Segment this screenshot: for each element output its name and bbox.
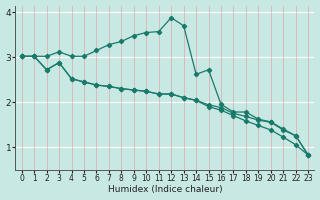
X-axis label: Humidex (Indice chaleur): Humidex (Indice chaleur)	[108, 185, 222, 194]
